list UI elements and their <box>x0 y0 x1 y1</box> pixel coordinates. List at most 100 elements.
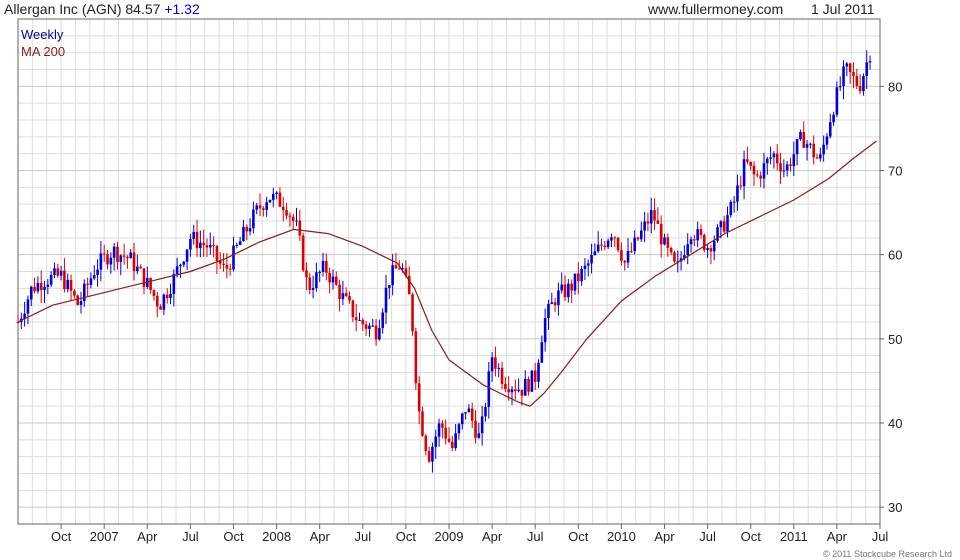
price-bar-up <box>537 362 540 382</box>
site-url[interactable]: www.fullermoney.com <box>648 1 784 17</box>
price-bar-up <box>53 268 56 275</box>
price-bar-up <box>89 278 93 285</box>
price-bar-down <box>752 165 756 175</box>
price-bar-up <box>66 279 70 290</box>
price-bar-down <box>421 411 424 436</box>
price-bar-up <box>842 66 845 87</box>
price-bar-up <box>586 263 590 266</box>
y-tick-label: 50 <box>888 332 902 347</box>
price-bar-up <box>649 210 653 224</box>
price-bar-up <box>663 237 666 245</box>
price-bar-up <box>729 201 733 216</box>
price-bar-down <box>699 229 703 235</box>
price-bar-up <box>23 313 26 319</box>
price-bar-up <box>732 201 736 203</box>
price-bar-up <box>712 240 716 252</box>
price-bar-up <box>252 209 255 229</box>
price-bar-down <box>338 284 341 300</box>
y-tick-label: 80 <box>888 79 902 94</box>
price-bar-down <box>215 245 219 261</box>
price-bar-down <box>613 237 617 239</box>
y-tick-label: 40 <box>888 416 902 431</box>
price-bar-up <box>358 319 361 321</box>
price-bar-down <box>623 260 627 263</box>
price-bar-down <box>56 268 60 276</box>
price-bar-down <box>815 157 819 159</box>
price-bar-up <box>547 303 550 319</box>
price-bar-down <box>86 283 89 285</box>
x-tick-label: Jul <box>354 529 371 544</box>
price-bar-down <box>533 370 537 382</box>
price-bar-up <box>175 266 179 274</box>
price-bar-up <box>182 261 186 265</box>
x-tick-label: Apr <box>654 529 675 544</box>
price-bar-down <box>749 161 752 166</box>
price-bar-up <box>573 273 577 291</box>
price-bar-down <box>411 294 414 332</box>
price-bar-up <box>580 268 583 282</box>
price-bar-up <box>832 114 835 123</box>
price-bar-down <box>69 279 73 291</box>
price-bar-up <box>129 252 133 259</box>
price-bar-up <box>29 286 33 300</box>
x-tick-label: Jul <box>182 529 199 544</box>
price-bar-down <box>152 290 156 296</box>
price-bar-up <box>805 144 809 148</box>
price-bar-up <box>99 253 103 270</box>
ma200-line <box>17 140 877 407</box>
price-bar-up <box>719 221 723 228</box>
price-bar-down <box>659 223 663 245</box>
price-bar-down <box>527 378 530 392</box>
price-bar-up <box>255 205 259 210</box>
x-tick-label: Oct <box>568 529 589 544</box>
price-bar-down <box>666 237 670 248</box>
price-bar-down <box>417 383 421 412</box>
price-bar-down <box>855 75 859 87</box>
price-bar-up <box>43 286 46 291</box>
price-bar-down <box>155 295 159 307</box>
price-bar-down <box>348 296 351 301</box>
price-bar-down <box>132 252 136 272</box>
price-bar-down <box>444 427 447 439</box>
price-bar-up <box>593 251 597 256</box>
price-bar-up <box>606 240 610 248</box>
price-bar-up <box>431 446 434 462</box>
price-bar-down <box>746 159 749 162</box>
price-bar-up <box>683 255 686 259</box>
price-bar-down <box>693 239 696 241</box>
price-bar-up <box>311 288 315 290</box>
price-bar-down <box>305 270 308 278</box>
price-bar-down <box>563 284 567 298</box>
price-bar-up <box>772 153 776 158</box>
price-bar-down <box>301 235 305 271</box>
price-bar-down <box>636 237 640 240</box>
price-bar-up <box>557 290 560 306</box>
price-bar-up <box>434 436 438 447</box>
price-bar-up <box>185 249 189 262</box>
price-bar-down <box>404 268 408 276</box>
price-bar-up <box>567 283 570 298</box>
price-bar-down <box>504 384 507 390</box>
price-bar-up <box>341 293 345 300</box>
x-tick-label: Apr <box>827 529 848 544</box>
price-bar-down <box>709 248 713 252</box>
price-bar-down <box>441 423 444 428</box>
price-bar-down <box>228 268 232 270</box>
price-bar-down <box>500 367 504 385</box>
price-bar-down <box>447 438 451 442</box>
price-bar-up <box>331 276 335 283</box>
price-bar-up <box>838 86 842 88</box>
price-bar-up <box>736 185 739 202</box>
price-bar-up <box>686 244 690 256</box>
price-bar-down <box>374 325 378 340</box>
x-tick-label: 2010 <box>607 529 636 544</box>
x-tick-label: Oct <box>223 529 244 544</box>
price-bar-up <box>865 62 869 77</box>
price-bar-down <box>139 266 142 269</box>
price-bar-down <box>245 226 249 232</box>
price-bar-up <box>530 370 534 392</box>
x-tick-label: Oct <box>51 529 72 544</box>
price-bar-up <box>169 293 172 299</box>
price-bar-up <box>480 416 484 434</box>
